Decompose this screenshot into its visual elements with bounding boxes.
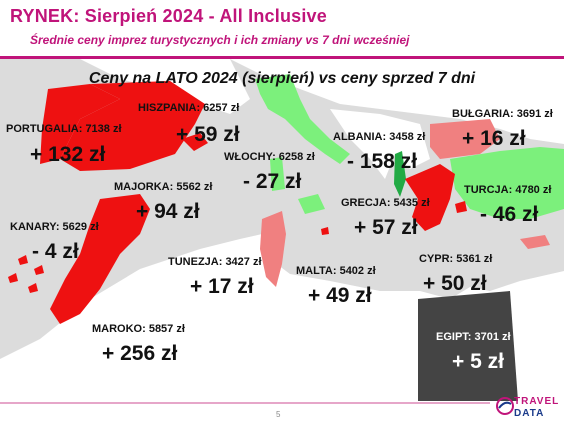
- label-portugalia: PORTUGALIA: 7138 zł: [6, 123, 122, 135]
- label-malta: MALTA: 5402 zł: [296, 265, 376, 277]
- change-grecja: + 57 zł: [354, 216, 418, 239]
- region-bulgaria: [430, 119, 500, 159]
- logo-text-top: TRAVEL: [514, 396, 560, 407]
- change-hiszpania: + 59 zł: [176, 123, 240, 146]
- label-wlochy: WŁOCHY: 6258 zł: [224, 151, 315, 163]
- land-balkans: [330, 109, 430, 179]
- page-subtitle: Średnie ceny imprez turystycznych i ich …: [30, 33, 410, 47]
- label-majorka: MAJORKA: 5562 zł: [114, 181, 213, 193]
- label-cypr: CYPR: 5361 zł: [419, 253, 493, 265]
- region-maroko: [50, 194, 150, 324]
- change-egipt: + 5 zł: [452, 350, 504, 373]
- region-malta: [321, 227, 329, 235]
- footer-divider: [0, 402, 490, 404]
- change-turcja: - 46 zł: [480, 203, 539, 226]
- region-egipt: [418, 291, 518, 401]
- header: RYNEK: Sierpień 2024 - All Inclusive Śre…: [0, 0, 564, 62]
- region-sardynia: [270, 157, 285, 191]
- region-sycylia: [298, 194, 325, 214]
- region-wlochy: [255, 74, 350, 164]
- change-wlochy: - 27 zł: [243, 170, 302, 193]
- region-grecja: [405, 164, 455, 231]
- page-number: 5: [276, 410, 281, 419]
- map-title: Ceny na LATO 2024 (sierpień) vs ceny spr…: [88, 70, 476, 87]
- logo: TRAVEL DATA: [495, 394, 561, 422]
- change-albania: - 158 zł: [347, 150, 418, 173]
- region-tunezja: [260, 211, 286, 287]
- logo-text-bottom: DATA: [514, 408, 545, 419]
- label-albania: ALBANIA: 3458 zł: [333, 131, 426, 143]
- change-bulgaria: + 16 zł: [462, 127, 526, 150]
- label-egipt: EGIPT: 3701 zł: [436, 331, 511, 343]
- label-tunezja: TUNEZJA: 3427 zł: [168, 256, 262, 268]
- map: [0, 59, 564, 401]
- region-cypr: [520, 235, 550, 249]
- region-grecja-islands: [455, 201, 467, 213]
- change-kanary: - 4 zł: [32, 240, 79, 263]
- region-hiszpania: [60, 81, 205, 171]
- change-malta: + 49 zł: [308, 284, 372, 307]
- page-title: RYNEK: Sierpień 2024 - All Inclusive: [10, 6, 327, 26]
- region-kanary: [8, 255, 44, 293]
- label-bulgaria: BUŁGARIA: 3691 zł: [452, 108, 553, 120]
- label-maroko: MAROKO: 5857 zł: [92, 323, 185, 335]
- region-albania: [394, 151, 406, 197]
- change-tunezja: + 17 zł: [190, 275, 254, 298]
- map-canvas: [0, 59, 564, 401]
- change-cypr: + 50 zł: [423, 272, 487, 295]
- change-portugalia: + 132 zł: [30, 143, 106, 166]
- label-turcja: TURCJA: 4780 zł: [464, 184, 552, 196]
- change-maroko: + 256 zł: [102, 342, 178, 365]
- region-portugalia: [40, 84, 120, 164]
- region-turcja: [450, 147, 564, 219]
- header-divider: [0, 56, 564, 59]
- region-majorka: [182, 133, 208, 151]
- label-hiszpania: HISZPANIA: 6257 zł: [138, 102, 240, 114]
- label-grecja: GRECJA: 5435 zł: [341, 197, 430, 209]
- travel-data-logo-icon: [496, 397, 514, 415]
- label-kanary: KANARY: 5629 zł: [10, 221, 99, 233]
- change-majorka: + 94 zł: [136, 200, 200, 223]
